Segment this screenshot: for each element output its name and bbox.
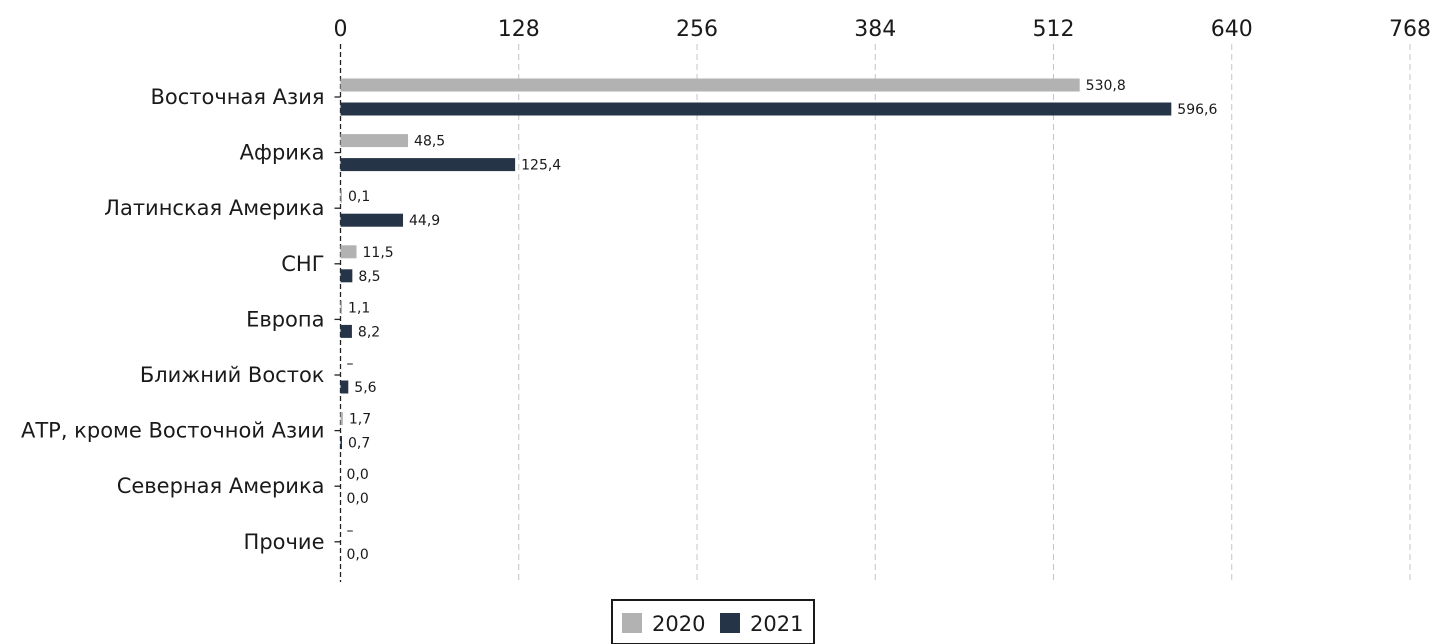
bar-2020 (340, 245, 357, 259)
bar-2021 (340, 324, 352, 338)
data-label-2020: 1,1 (348, 300, 370, 316)
bar-2021 (340, 158, 516, 172)
x-tick-label: 768 (1389, 17, 1431, 42)
category-label: Ближний Восток (140, 363, 325, 387)
category-label: Прочие (244, 530, 325, 554)
x-tick-label: 512 (1033, 17, 1075, 42)
data-label-2021: 596,6 (1177, 102, 1217, 118)
bar-2020 (340, 412, 343, 426)
category-label: Восточная Азия (150, 85, 324, 109)
legend: 2020 2021 (611, 599, 815, 644)
data-label-2020: 530,8 (1086, 78, 1126, 94)
bar-2021 (340, 380, 349, 394)
data-label-2020: – (347, 523, 354, 539)
bar-2021 (340, 213, 404, 227)
category-axis: Восточная Азия Африка Латинская Америка СНГ… (21, 85, 341, 554)
bar-2020 (340, 134, 409, 148)
x-axis-ticks: 0 128 256 384 512 640 768 (334, 17, 1432, 42)
legend-swatch-2021 (720, 613, 740, 633)
bar-2021 (340, 436, 342, 450)
category-label: Европа (246, 307, 324, 331)
data-labels: 530,8596,648,5125,40,144,911,58,51,18,2–… (347, 78, 1218, 563)
x-tick-label: 640 (1211, 17, 1253, 42)
category-label: Северная Америка (117, 474, 325, 498)
data-label-2021: 8,2 (358, 324, 380, 340)
data-label-2020: 1,7 (349, 412, 371, 428)
x-tick-label: 256 (676, 17, 718, 42)
data-label-2021: 0,7 (348, 436, 370, 452)
bars (340, 78, 1172, 450)
legend-label-2021: 2021 (750, 612, 803, 636)
data-label-2020: 0,1 (348, 189, 370, 205)
data-label-2021: 5,6 (354, 380, 376, 396)
bar-2021 (340, 269, 353, 283)
x-tick-label: 384 (854, 17, 896, 42)
bar-2021 (340, 102, 1172, 116)
grid-lines (339, 44, 1411, 582)
data-label-2021: 8,5 (358, 269, 380, 285)
data-label-2020: – (347, 356, 354, 372)
data-label-2020: 11,5 (363, 245, 394, 261)
bar-2020 (340, 300, 343, 314)
category-label: Африка (240, 141, 325, 165)
legend-swatch-2020 (622, 613, 642, 633)
category-label: СНГ (281, 252, 324, 276)
legend-label-2020: 2020 (652, 612, 705, 636)
legend-box (611, 599, 815, 644)
x-tick-label: 0 (334, 17, 348, 42)
data-label-2021: 44,9 (409, 213, 440, 229)
data-label-2021: 0,0 (347, 547, 369, 563)
category-label: Латинская Америка (104, 196, 324, 220)
bar-2020 (340, 78, 1080, 92)
data-label-2021: 125,4 (521, 158, 561, 174)
data-label-2020: 0,0 (347, 467, 369, 483)
data-label-2021: 0,0 (347, 491, 369, 507)
bar-2020 (340, 189, 342, 203)
data-label-2020: 48,5 (414, 134, 445, 150)
x-tick-label: 128 (498, 17, 540, 42)
category-label: АТР, кроме Восточной Азии (21, 419, 325, 443)
